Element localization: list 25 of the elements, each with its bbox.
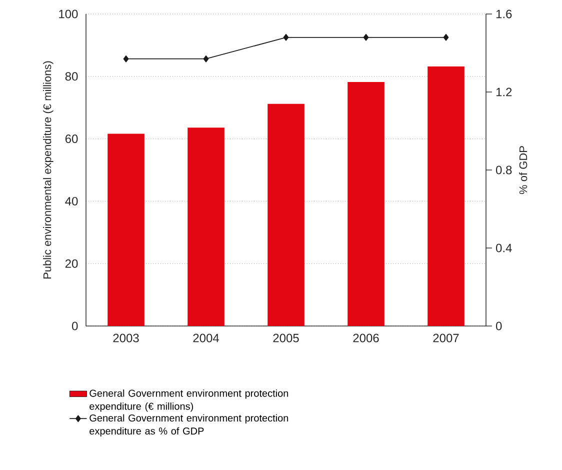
bar bbox=[108, 134, 144, 326]
y2-axis-title: % of GDP bbox=[519, 146, 528, 194]
x-tick-label: 2004 bbox=[193, 334, 219, 342]
y2-tick-label: 1.2 bbox=[496, 88, 512, 96]
y-axis-title: Public environmental expenditure (€ millions) bbox=[43, 61, 54, 279]
y2-tick-label: 0.8 bbox=[496, 166, 512, 174]
bar bbox=[188, 128, 224, 326]
y-tick-label: 80 bbox=[65, 72, 78, 81]
y-tick-label: 40 bbox=[65, 196, 78, 206]
bar bbox=[428, 66, 464, 326]
legend-label: General Government environment protection expenditure as % of GDP bbox=[90, 414, 288, 437]
legend-label: General Government environment protection expenditure (€ millions) bbox=[90, 389, 288, 412]
x-tick-label: 2003 bbox=[113, 334, 139, 342]
y-tick-label: 20 bbox=[65, 259, 78, 268]
x-tick-label: 2006 bbox=[353, 334, 379, 342]
y-tick-label: 100 bbox=[59, 10, 78, 18]
y2-tick-label: 0.4 bbox=[496, 244, 512, 252]
y2-tick-label: 1.6 bbox=[496, 10, 512, 18]
y-tick-label: 0 bbox=[72, 322, 78, 330]
x-tick-label: 2007 bbox=[433, 334, 459, 342]
y-tick-label: 60 bbox=[65, 134, 78, 144]
bar bbox=[268, 104, 304, 326]
y2-tick-label: 0 bbox=[496, 322, 502, 330]
x-tick-label: 2005 bbox=[273, 334, 299, 342]
bar bbox=[348, 82, 384, 326]
